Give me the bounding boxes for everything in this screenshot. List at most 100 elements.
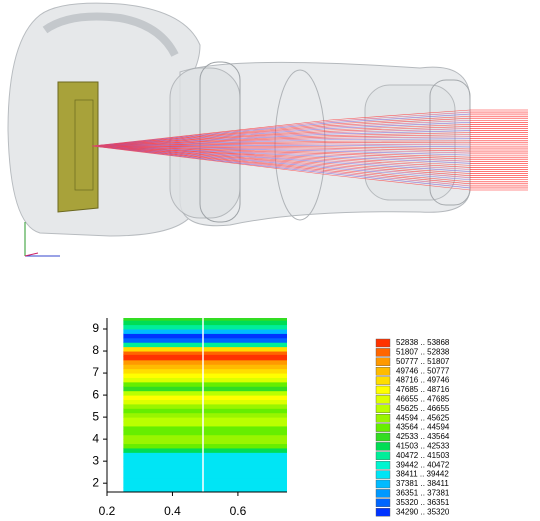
heatmap-cell [123, 430, 287, 436]
ray [329, 128, 471, 133]
ray [329, 153, 471, 160]
legend-label: 49746 .. 50777 [396, 366, 450, 375]
heatmap-cell [123, 386, 287, 392]
heatmap-cell [123, 320, 287, 326]
heatmap-cell [123, 447, 287, 453]
y-tick-label: 8 [92, 343, 99, 357]
ray [329, 163, 471, 174]
legend-label: 44594 .. 45625 [396, 413, 450, 422]
ray [91, 145, 331, 176]
ray [329, 143, 471, 146]
heatmap-cell [123, 324, 287, 330]
ray [329, 154, 471, 162]
ray [329, 160, 471, 170]
legend-label: 52838 .. 53868 [396, 338, 450, 347]
heatmap-cell [123, 373, 287, 378]
legend-label: 41503 .. 42533 [396, 442, 450, 451]
heatmap-cell [123, 351, 287, 355]
legend-label: 34290 .. 35320 [396, 507, 450, 516]
legend-label: 48716 .. 49746 [396, 376, 450, 385]
legend-label: 43564 .. 44594 [396, 423, 450, 432]
ray [329, 119, 471, 128]
heatmap-cell [123, 364, 287, 370]
legend-label: 36351 .. 37381 [396, 489, 450, 498]
legend-swatch [375, 367, 391, 376]
legend-label: 47685 .. 48716 [396, 385, 450, 394]
y-tick-label: 3 [92, 453, 99, 467]
heatmap-cell [123, 377, 287, 383]
legend-label: 35320 .. 36351 [396, 498, 450, 507]
legend-swatch [375, 348, 391, 357]
heatmap-cell [123, 412, 287, 418]
y-tick-label: 9 [92, 321, 99, 335]
legend-swatch [375, 376, 391, 385]
ray [329, 167, 471, 181]
heatmap-cell [123, 354, 287, 358]
heatmap-cell [123, 457, 287, 468]
ray [329, 162, 471, 172]
heatmap-cell [123, 421, 287, 427]
legend-swatch [375, 357, 391, 366]
heatmap-cell [123, 434, 287, 440]
heatmap-cell [123, 381, 287, 387]
heatmap-cell [123, 359, 287, 365]
ray [329, 152, 471, 158]
legend-swatch [375, 385, 391, 395]
legend-swatch [375, 442, 391, 451]
legend-label: 50777 .. 51807 [396, 357, 450, 366]
heatmap-cell [123, 487, 287, 493]
heatmap-cell [123, 390, 287, 396]
heatmap-cell [123, 408, 287, 414]
heatmap-cell [123, 443, 287, 449]
legend-swatch [375, 338, 391, 348]
ray [329, 171, 471, 187]
heatmap-cell [123, 417, 287, 423]
legend-swatch [375, 479, 391, 489]
legend-swatch [375, 461, 391, 470]
ray [329, 134, 471, 138]
legend-swatch [375, 470, 391, 479]
ray [329, 147, 471, 152]
x-tick-label: 0.2 [99, 504, 116, 518]
legend-swatch [375, 498, 391, 507]
heatmap-cell [123, 399, 287, 405]
heatmap-plot: 2 3 4 5 6 7 8 9 0.2 0.4 0.6 [92, 318, 287, 518]
legend-swatch [375, 404, 391, 413]
legend-label: 38411 .. 39442 [396, 470, 449, 479]
housing [7, 2, 201, 237]
ray [329, 136, 471, 139]
heatmap-cell [123, 346, 287, 352]
ray [329, 117, 471, 126]
sensor [57, 81, 99, 213]
ray [329, 173, 471, 189]
ray [329, 149, 471, 154]
heatmap-cell [123, 403, 287, 409]
ray [329, 166, 471, 178]
axis-z-indicator [24, 252, 39, 257]
legend-swatch [375, 395, 391, 404]
heatmap-cell [123, 477, 287, 489]
ray [329, 169, 471, 183]
ray [329, 157, 471, 166]
ray [329, 113, 471, 124]
ray [329, 146, 471, 150]
y-tick-label: 2 [92, 475, 99, 489]
y-tick-label: 6 [92, 387, 99, 401]
heatmap-cell [123, 337, 287, 343]
lens [274, 69, 326, 221]
heatmap-cell [123, 466, 287, 479]
ray [329, 124, 471, 131]
x-tick-label: 0.6 [230, 504, 247, 518]
legend-swatch [375, 432, 391, 442]
rays [91, 109, 528, 191]
sensor-outline [74, 99, 94, 191]
heatmap-cell [123, 356, 287, 361]
heatmap-cell [123, 333, 287, 339]
heatmap-cell [123, 439, 287, 445]
legend-label: 37381 .. 38411 [396, 479, 449, 488]
legend-label: 45625 .. 46655 [396, 404, 450, 413]
heatmap-cell [123, 342, 287, 348]
